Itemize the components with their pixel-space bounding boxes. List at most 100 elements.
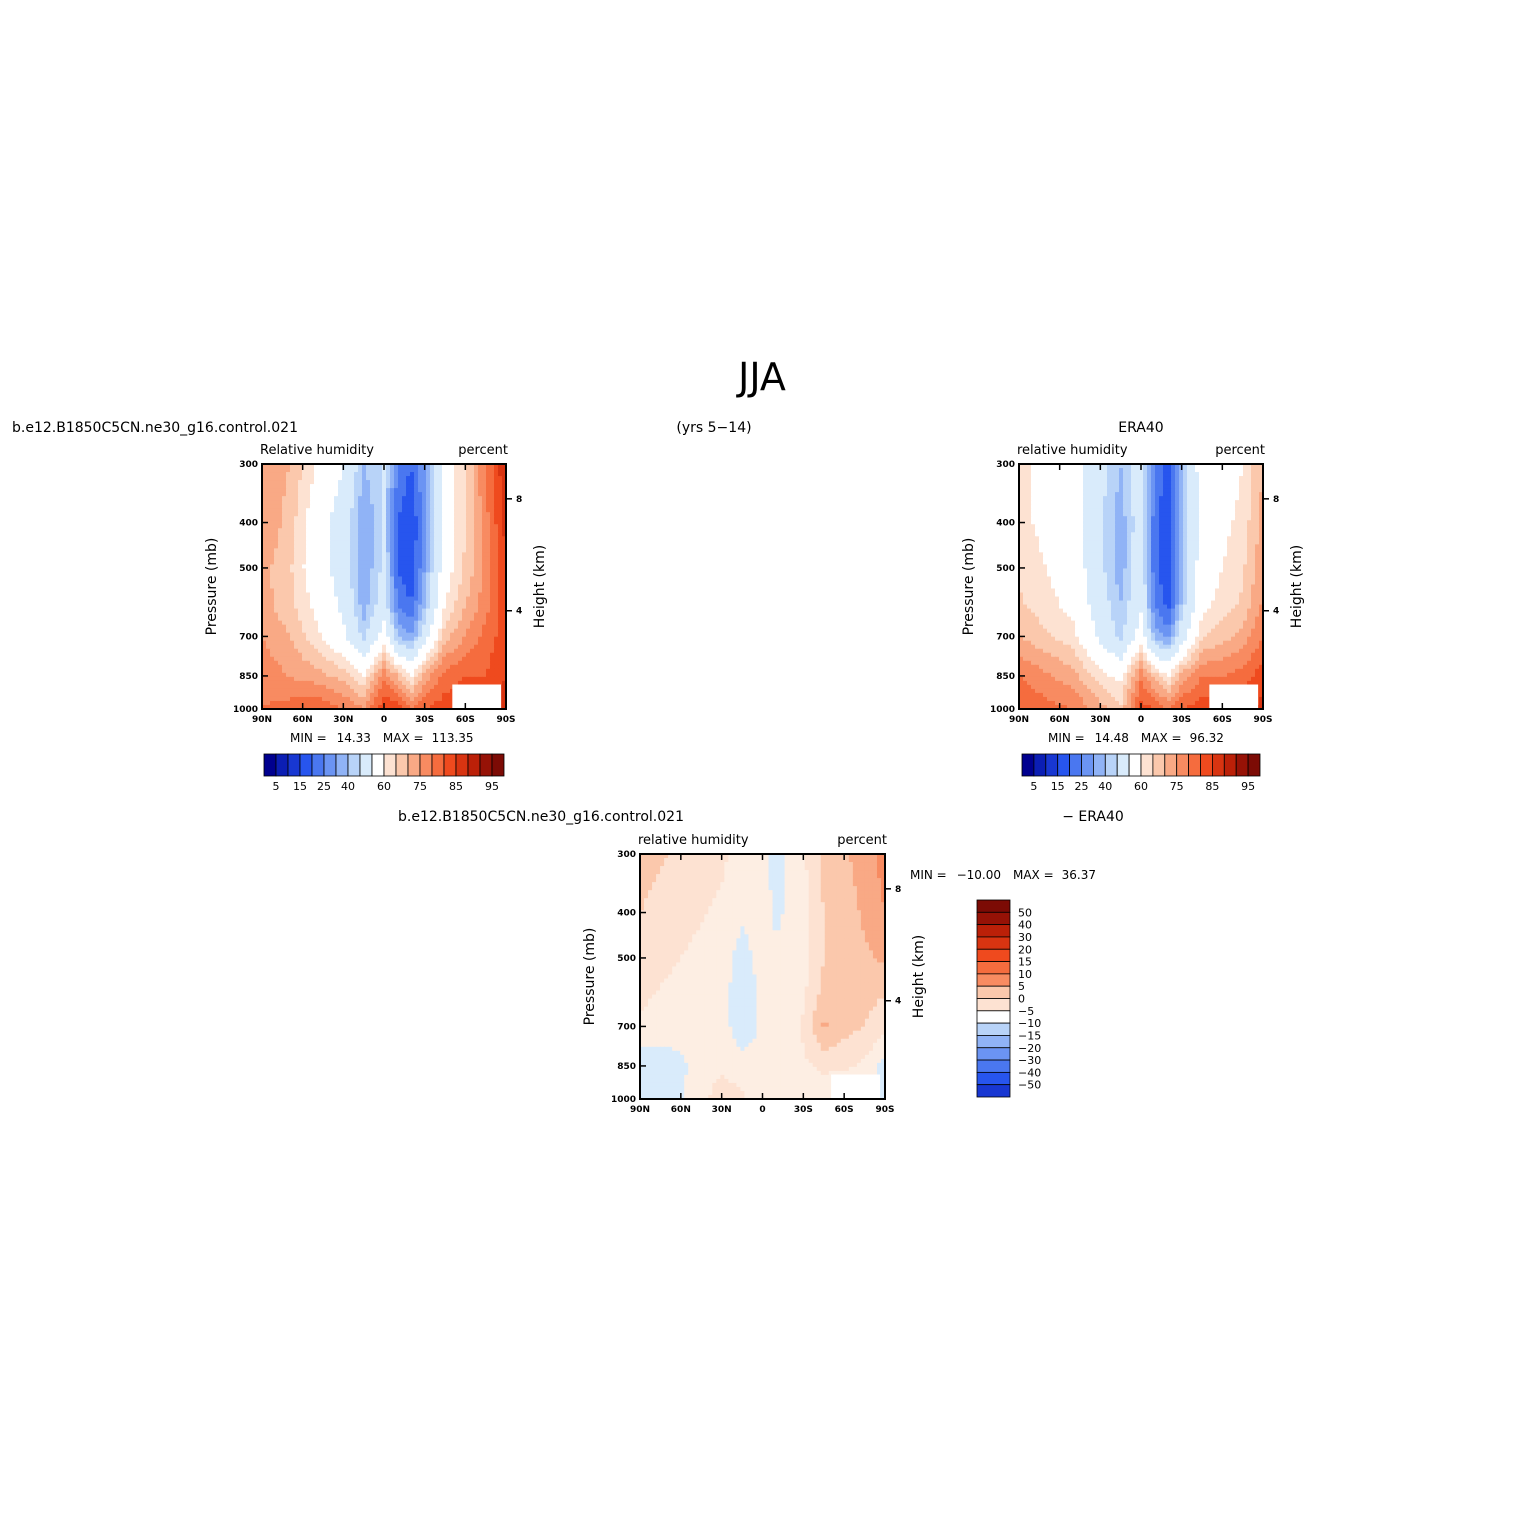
heatmap-cell — [350, 668, 355, 674]
heatmap-cell — [270, 532, 275, 537]
heatmap-cell — [294, 684, 299, 690]
heatmap-cell — [418, 464, 423, 469]
heatmap-cell — [1091, 480, 1096, 485]
heatmap-cell — [306, 604, 311, 610]
heatmap-cell — [1055, 524, 1060, 529]
heatmap-cell — [470, 568, 475, 574]
heatmap-cell — [466, 652, 471, 658]
heatmap-cell — [1067, 472, 1072, 477]
heatmap-cell — [1171, 508, 1176, 513]
heatmap-cell — [298, 640, 303, 646]
heatmap-cell — [414, 616, 419, 622]
heatmap-cell — [1027, 468, 1032, 473]
heatmap-cell — [1243, 524, 1248, 529]
heatmap-cell — [398, 668, 403, 674]
heatmap-cell — [410, 552, 415, 557]
heatmap-cell — [486, 632, 491, 638]
heatmap-cell — [342, 660, 347, 666]
heatmap-cell — [294, 584, 299, 590]
heatmap-cell — [466, 600, 471, 606]
heatmap-cell — [382, 572, 387, 578]
heatmap-cell — [338, 500, 343, 505]
heatmap-cell — [346, 620, 351, 626]
heatmap-cell — [306, 656, 311, 662]
heatmap-cell — [1207, 496, 1212, 501]
heatmap-cell — [270, 660, 275, 666]
heatmap-cell — [350, 560, 355, 566]
heatmap-cell — [314, 692, 319, 698]
heatmap-cell — [338, 508, 343, 513]
heatmap-cell — [502, 604, 507, 610]
heatmap-cell — [434, 704, 439, 710]
heatmap-cell — [334, 484, 339, 489]
heatmap-cell — [502, 536, 507, 541]
heatmap-cell — [1111, 464, 1116, 469]
heatmap-cell — [286, 468, 291, 473]
heatmap-cell — [406, 560, 411, 566]
heatmap-cell — [274, 464, 279, 469]
heatmap-cell — [442, 608, 447, 614]
heatmap-cell — [422, 676, 427, 682]
heatmap-cell — [282, 668, 287, 674]
heatmap-cell — [1035, 520, 1040, 525]
heatmap-cell — [450, 664, 455, 670]
heatmap-cell — [270, 616, 275, 622]
heatmap-cell — [1191, 484, 1196, 489]
heatmap-cell — [290, 536, 295, 541]
heatmap-cell — [1187, 512, 1192, 517]
heatmap-cell — [298, 556, 303, 561]
heatmap-cell — [1131, 504, 1136, 509]
heatmap-cell — [482, 544, 487, 549]
heatmap-cell — [1023, 532, 1028, 537]
heatmap-cell — [370, 472, 375, 477]
heatmap-cell — [478, 560, 483, 566]
heatmap-cell — [282, 560, 287, 566]
heatmap-cell — [306, 532, 311, 537]
heatmap-cell — [294, 620, 299, 626]
heatmap-cell — [1159, 532, 1164, 537]
heatmap-cell — [478, 656, 483, 662]
heatmap-cell — [478, 512, 483, 517]
heatmap-cell — [470, 612, 475, 618]
heatmap-cell — [434, 692, 439, 698]
heatmap-cell — [1071, 536, 1076, 541]
heatmap-cell — [390, 600, 395, 606]
heatmap-cell — [302, 556, 307, 561]
heatmap-cell — [314, 596, 319, 602]
heatmap-cell — [1067, 520, 1072, 525]
heatmap-cell — [362, 500, 367, 505]
heatmap-cell — [278, 624, 283, 630]
heatmap-cell — [450, 648, 455, 654]
heatmap-cell — [418, 504, 423, 509]
heatmap-cell — [346, 548, 351, 553]
heatmap-cell — [1159, 524, 1164, 529]
heatmap-cell — [502, 628, 507, 634]
heatmap-cell — [422, 692, 427, 698]
heatmap-cell — [498, 608, 503, 614]
heatmap-cell — [462, 676, 467, 682]
heatmap-cell — [426, 648, 431, 654]
heatmap-cell — [382, 676, 387, 682]
heatmap-cell — [1103, 476, 1108, 481]
heatmap-cell — [1255, 488, 1260, 493]
heatmap-cell — [454, 604, 459, 610]
heatmap-cell — [430, 596, 435, 602]
heatmap-cell — [362, 584, 367, 590]
heatmap-cell — [1251, 468, 1256, 473]
heatmap-cell — [1255, 532, 1260, 537]
heatmap-cell — [386, 704, 391, 710]
heatmap-cell — [1179, 536, 1184, 541]
heatmap-cell — [294, 644, 299, 650]
heatmap-cell — [266, 648, 271, 654]
heatmap-cell — [274, 508, 279, 513]
heatmap-cell — [362, 620, 367, 626]
heatmap-cell — [1103, 516, 1108, 521]
heatmap-cell — [414, 492, 419, 497]
heatmap-cell — [350, 500, 355, 505]
heatmap-cell — [306, 504, 311, 509]
heatmap-cell — [290, 484, 295, 489]
heatmap-cell — [318, 600, 323, 606]
heatmap-cell — [382, 520, 387, 525]
heatmap-cell — [454, 584, 459, 590]
heatmap-cell — [446, 504, 451, 509]
